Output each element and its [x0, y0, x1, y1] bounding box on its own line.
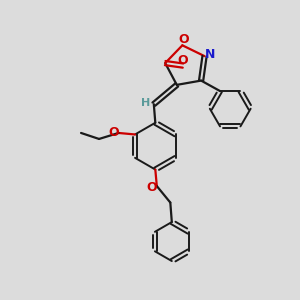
Text: H: H — [141, 98, 150, 108]
Text: O: O — [178, 54, 188, 67]
Text: O: O — [146, 181, 157, 194]
Text: N: N — [206, 48, 216, 61]
Text: O: O — [178, 33, 189, 46]
Text: O: O — [108, 127, 119, 140]
